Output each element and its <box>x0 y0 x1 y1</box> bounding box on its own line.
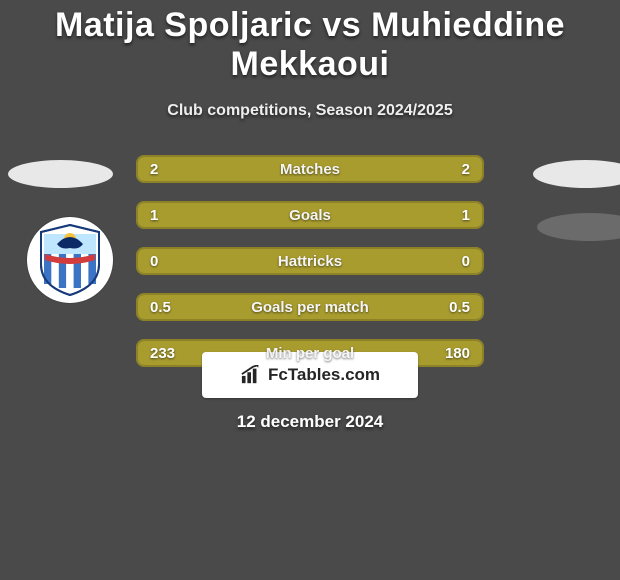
stat-bars: 2Matches2 1Goals1 0Hattricks0 0.5Goals per … <box>136 155 484 385</box>
stat-value-right: 0.5 <box>449 299 470 316</box>
stat-bar: 2Matches2 <box>136 155 484 183</box>
anorthosis-crest-icon <box>39 224 101 296</box>
player-right-marker-top <box>533 160 620 188</box>
stat-value-right: 2 <box>462 161 470 178</box>
stat-value-right: 180 <box>445 345 470 362</box>
attribution-text: FcTables.com <box>268 365 380 385</box>
page-title: Matija Spoljaric vs Muhieddine Mekkaoui <box>0 6 620 84</box>
stat-bar: 1Goals1 <box>136 201 484 229</box>
stat-value-right: 0 <box>462 253 470 270</box>
bar-chart-icon <box>240 365 262 385</box>
player-left-marker <box>8 160 113 188</box>
club-crest <box>27 217 113 303</box>
page-subtitle: Club competitions, Season 2024/2025 <box>0 102 620 120</box>
stat-value-right: 1 <box>462 207 470 224</box>
comparison-infographic: Matija Spoljaric vs Muhieddine Mekkaoui … <box>0 0 620 580</box>
stat-label: Goals per match <box>138 299 482 316</box>
stat-label: Matches <box>138 161 482 178</box>
infographic-date: 12 december 2024 <box>0 412 620 432</box>
stat-bar: 0Hattricks0 <box>136 247 484 275</box>
stat-label: Min per goal <box>138 345 482 362</box>
stat-label: Goals <box>138 207 482 224</box>
stat-label: Hattricks <box>138 253 482 270</box>
stat-bar: 0.5Goals per match0.5 <box>136 293 484 321</box>
player-right-marker-bottom <box>537 213 620 241</box>
